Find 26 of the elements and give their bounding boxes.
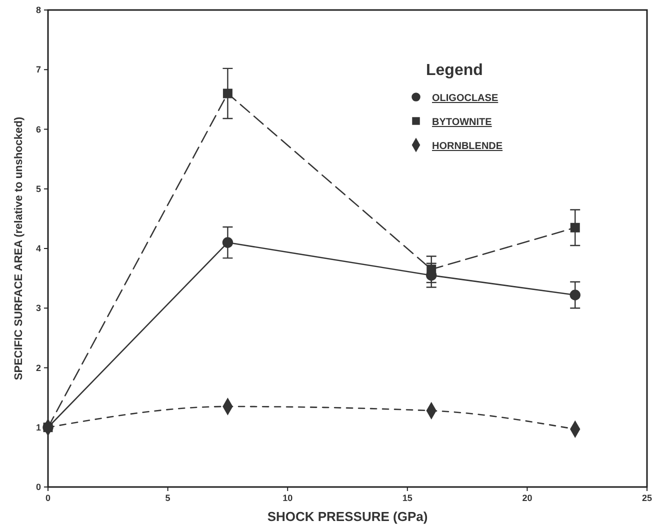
legend-title: Legend [426,62,483,79]
point [570,290,580,300]
legend-label: BYTOWNITE [432,117,492,128]
legend-label: OLIGOCLASE [432,93,498,104]
y-tick-label: 3 [36,303,41,314]
x-tick-label: 10 [282,493,293,503]
y-tick-label: 0 [36,482,41,492]
y-tick-label: 2 [36,362,41,373]
point [426,264,436,274]
y-axis-title: SPECIFIC SURFACE AREA (relative to unshocked) [13,116,25,380]
y-tick-label: 7 [36,64,41,75]
point [222,88,232,98]
legend-label: HORNBLENDE [432,141,503,152]
point [222,237,234,248]
x-tick-label: 25 [642,493,652,503]
x-tick-label: 5 [165,493,170,503]
y-tick-label: 5 [36,184,41,194]
x-axis-title: SHOCK PRESSURE (GPa) [267,509,428,524]
y-tick-label: 8 [36,5,41,15]
x-tick-label: 0 [45,493,51,503]
x-tick-label: 15 [402,493,412,503]
y-tick-label: 4 [36,244,41,254]
x-tick-label: 20 [522,493,532,503]
y-tick-label: 1 [36,422,41,432]
y-tick-label: 6 [36,124,41,134]
point [570,222,580,232]
